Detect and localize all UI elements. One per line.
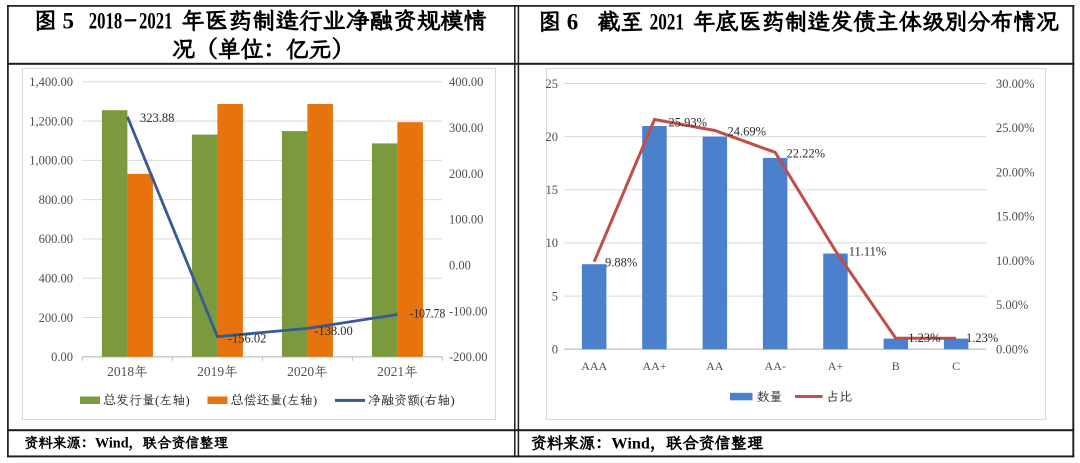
svg-text:400.00: 400.00	[449, 75, 483, 89]
svg-text:2019年: 2019年	[197, 364, 238, 379]
svg-text:1,200.00: 1,200.00	[29, 114, 73, 128]
svg-text:25: 25	[546, 77, 559, 91]
svg-text:0.00: 0.00	[449, 258, 471, 272]
svg-text:-100.00: -100.00	[449, 304, 488, 318]
svg-text:A+: A+	[828, 359, 844, 373]
svg-text:AA+: AA+	[642, 359, 666, 373]
svg-text:净融资额(右轴): 净融资额(右轴)	[368, 393, 455, 408]
svg-text:10: 10	[546, 236, 559, 250]
svg-text:323.88: 323.88	[140, 111, 174, 125]
svg-text:数量: 数量	[757, 389, 783, 404]
svg-text:况（单位：亿元）: 况（单位：亿元）	[172, 36, 354, 62]
svg-text:2018年: 2018年	[107, 364, 148, 379]
svg-text:占比: 占比	[826, 389, 852, 404]
svg-text:总偿还量(左轴): 总偿还量(左轴)	[231, 393, 318, 408]
svg-text:22.22%: 22.22%	[787, 146, 826, 160]
svg-text:截至: 截至	[597, 9, 643, 34]
svg-text:2021: 2021	[650, 9, 684, 34]
svg-text:2021年: 2021年	[377, 364, 418, 379]
svg-text:11.11%: 11.11%	[849, 244, 887, 258]
svg-text:1.23%: 1.23%	[908, 331, 940, 345]
svg-text:0.00: 0.00	[51, 350, 73, 364]
svg-text:1,000.00: 1,000.00	[29, 154, 73, 168]
svg-text:-200.00: -200.00	[449, 350, 488, 364]
svg-text:AAA: AAA	[581, 359, 607, 373]
svg-text:年底医药制造发债主体级别分布情况: 年底医药制造发债主体级别分布情况	[693, 9, 1059, 34]
svg-text:2018－2021: 2018－2021	[89, 8, 173, 33]
svg-text:1.23%: 1.23%	[966, 331, 998, 345]
svg-text:资料来源：Wind，联合资信整理: 资料来源：Wind，联合资信整理	[24, 434, 229, 451]
svg-text:9.88%: 9.88%	[605, 255, 637, 269]
svg-text:AA-: AA-	[765, 359, 786, 373]
svg-text:20: 20	[546, 130, 559, 144]
svg-text:300.00: 300.00	[449, 121, 483, 135]
svg-text:资料来源：Wind，联合资信整理: 资料来源：Wind，联合资信整理	[531, 434, 764, 452]
svg-text:0: 0	[552, 343, 558, 357]
svg-text:200.00: 200.00	[449, 167, 483, 181]
svg-text:图 6: 图 6	[538, 9, 578, 34]
svg-text:C: C	[952, 359, 960, 373]
svg-text:年医药制造行业净融资规模情: 年医药制造行业净融资规模情	[181, 8, 487, 33]
svg-text:-107.78: -107.78	[410, 307, 446, 321]
svg-text:800.00: 800.00	[39, 193, 73, 207]
svg-text:AA: AA	[706, 359, 724, 373]
svg-text:600.00: 600.00	[39, 232, 73, 246]
svg-text:1,400.00: 1,400.00	[29, 75, 73, 89]
svg-text:30.00%: 30.00%	[996, 77, 1035, 91]
svg-text:10.00%: 10.00%	[996, 254, 1035, 268]
svg-text:24.69%: 24.69%	[728, 125, 767, 139]
svg-text:15: 15	[546, 183, 559, 197]
svg-text:400.00: 400.00	[39, 272, 73, 286]
svg-text:-156.02: -156.02	[228, 331, 267, 345]
svg-text:5.00%: 5.00%	[996, 298, 1028, 312]
svg-text:25.00%: 25.00%	[996, 121, 1035, 135]
svg-text:B: B	[892, 359, 900, 373]
svg-text:图 5: 图 5	[34, 8, 74, 33]
svg-text:总发行量(左轴): 总发行量(左轴)	[103, 393, 190, 408]
svg-text:5: 5	[552, 289, 558, 303]
svg-text:25.93%: 25.93%	[669, 115, 708, 129]
svg-text:-138.00: -138.00	[314, 324, 353, 338]
svg-text:0.00%: 0.00%	[996, 343, 1028, 357]
svg-text:100.00: 100.00	[449, 213, 483, 227]
svg-text:200.00: 200.00	[39, 311, 73, 325]
svg-text:20.00%: 20.00%	[996, 165, 1035, 179]
svg-text:2020年: 2020年	[287, 364, 328, 379]
svg-text:15.00%: 15.00%	[996, 210, 1035, 224]
